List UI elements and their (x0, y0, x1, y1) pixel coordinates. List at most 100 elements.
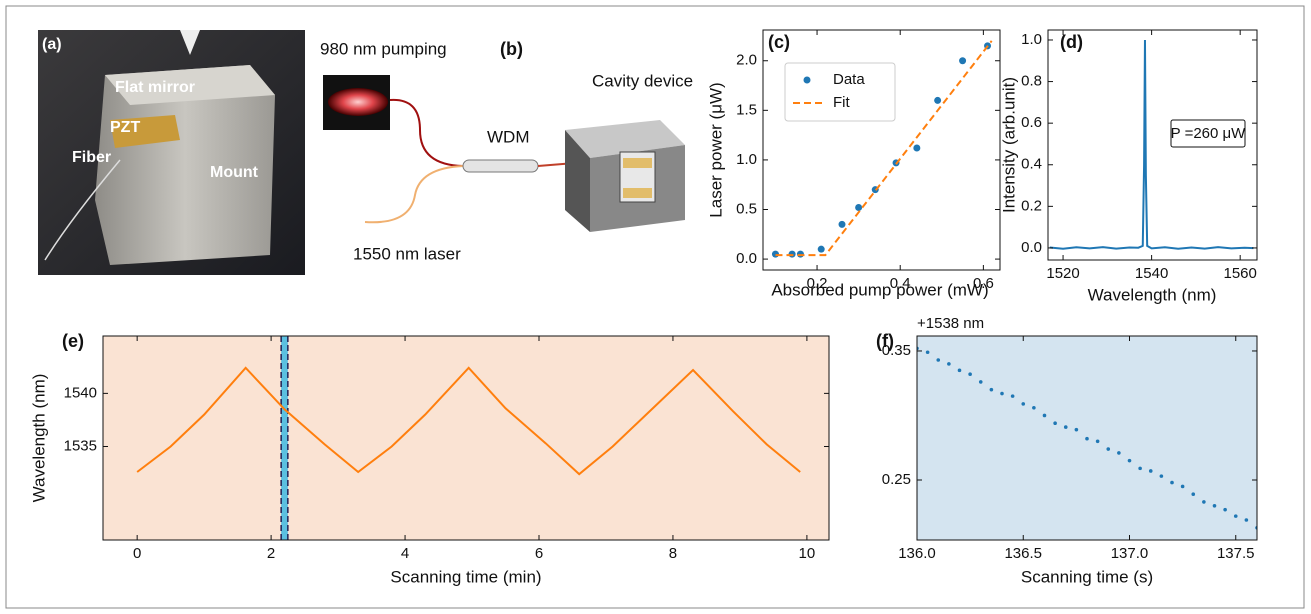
wdm-label: WDM (487, 127, 529, 146)
data-point (913, 144, 921, 152)
pump-label: 980 nm pumping (320, 39, 447, 58)
data-point (1074, 427, 1079, 432)
data-point (1000, 391, 1004, 396)
x-tick-label: 10 (799, 545, 816, 562)
x-axis-label: Absorbed pump power (mW) (771, 280, 988, 299)
panel-label: (f) (876, 331, 894, 351)
device-side (565, 130, 590, 232)
data-point (1233, 514, 1238, 518)
data-point (1138, 466, 1142, 471)
legend-label: Fit (833, 94, 850, 111)
holder (180, 30, 200, 55)
photo-panel: (a) Flat mirror PZT Fiber Mount (38, 30, 305, 275)
plot-background (103, 336, 829, 540)
data-point (1244, 518, 1249, 522)
x-tick-label: 2 (267, 545, 275, 562)
mount-block (95, 65, 275, 265)
x-tick-label: 4 (401, 545, 409, 562)
data-point (1202, 500, 1206, 504)
x-axis-label: Scanning time (s) (1021, 567, 1153, 586)
plot-data (136, 366, 801, 476)
data-point (1159, 474, 1164, 478)
plot-frame (1047, 29, 1258, 261)
y-tick-label: 1.5 (736, 101, 757, 118)
x-tick-label: 137.0 (1111, 545, 1149, 562)
x-tick-label: 0.2 (807, 275, 828, 292)
pump-glow (328, 88, 388, 116)
y-tick-label: 1.0 (1021, 31, 1042, 48)
x-tick-label: 0.6 (973, 275, 994, 292)
x-tick-label: 1560 (1223, 265, 1256, 282)
y-tick-label: 0.6 (1021, 114, 1042, 131)
data-point (947, 362, 951, 366)
device-mirror (623, 158, 652, 168)
y-tick-label: 0.4 (1021, 156, 1042, 173)
plot-frame (762, 29, 1001, 271)
photo-annotation: PZT (110, 119, 140, 136)
plot-frame (102, 335, 830, 541)
annotation-box (1170, 119, 1246, 148)
plot-frame (916, 335, 1258, 541)
data-point (838, 220, 846, 228)
data-point (957, 368, 962, 373)
data-point (1191, 492, 1196, 496)
data-point (989, 387, 994, 392)
y-tick-label: 0.0 (1021, 239, 1042, 256)
photo-annotation: Mount (210, 164, 259, 181)
data-point (1010, 394, 1015, 398)
panel-label: (b) (500, 39, 523, 59)
offset-label: +1538 nm (917, 315, 984, 332)
data-point (817, 245, 825, 253)
data-line (136, 366, 801, 476)
device-mirror (623, 188, 652, 198)
data-point (1170, 480, 1174, 485)
highlight-band (281, 336, 288, 540)
panel-label: (d) (1060, 32, 1083, 52)
data-point (968, 372, 972, 376)
panel-label: (e) (62, 331, 84, 351)
data-point (1148, 469, 1153, 473)
data-point (925, 350, 930, 355)
data-point (1095, 439, 1100, 444)
x-tick-label: 1520 (1046, 265, 1079, 282)
fiber (44, 159, 121, 261)
mount-top (105, 65, 275, 105)
plot-data (771, 40, 993, 258)
photo-annotation: Fiber (72, 149, 111, 166)
data-line (775, 40, 993, 257)
data-point (1063, 425, 1068, 429)
plot-data (917, 346, 1257, 530)
data-point (1180, 484, 1185, 489)
x-axis-label: Wavelength (nm) (1088, 285, 1217, 304)
data-line (1049, 39, 1254, 250)
plot-data (1049, 39, 1254, 250)
data-point (936, 358, 941, 362)
data-point (1223, 507, 1227, 512)
data-point (1085, 436, 1089, 441)
signal-fiber (364, 165, 464, 224)
device-top (565, 120, 685, 158)
x-tick-label: 0.4 (890, 275, 911, 292)
data-point (1212, 504, 1217, 508)
x-tick-label: 8 (669, 545, 677, 562)
data-point (1117, 451, 1121, 455)
x-tick-label: 136.0 (898, 545, 936, 562)
x-tick-label: 136.5 (1004, 545, 1042, 562)
data-point (1106, 447, 1111, 451)
data-point (1127, 458, 1132, 463)
pump-fiber (389, 98, 464, 167)
x-tick-label: 1540 (1135, 265, 1168, 282)
legend-box (784, 62, 896, 122)
x-tick-label: 6 (535, 545, 543, 562)
y-tick-label: 2.0 (736, 52, 757, 69)
y-tick-label: 0.5 (736, 200, 757, 217)
setup-diagram: 980 nm pumping (b) WDM Cavity device 155… (320, 39, 693, 264)
data-point (1053, 421, 1057, 426)
panel-label: (c) (768, 32, 790, 52)
data-point (1042, 413, 1047, 418)
y-tick-label: 0.2 (1021, 197, 1042, 214)
y-tick-label: 0.8 (1021, 73, 1042, 90)
y-tick-label: 0.0 (736, 250, 757, 267)
figure-border (5, 5, 1305, 609)
